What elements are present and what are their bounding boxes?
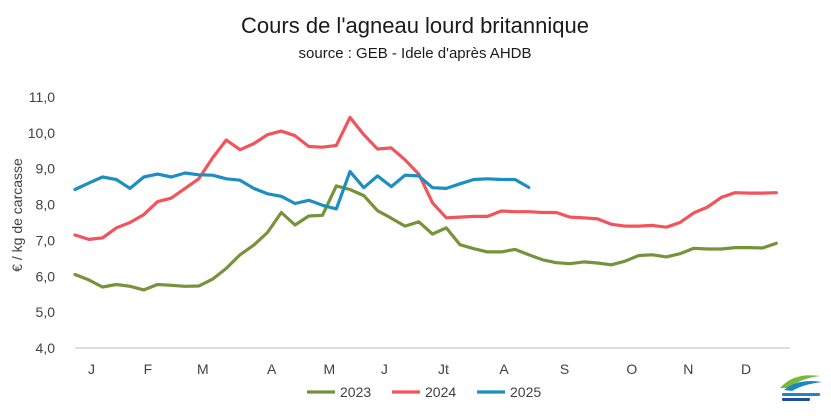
x-tick-label: J [381, 361, 388, 377]
series-lines [73, 115, 778, 292]
x-axis-ticks: J F M A M J Jt A S O N D [88, 361, 751, 377]
x-tick-label: N [683, 361, 693, 377]
x-tick-label: S [560, 361, 569, 377]
y-axis-ticks: 4,0 5,0 6,0 7,0 8,0 9,0 10,0 11,0 [28, 89, 55, 356]
legend-label-2023: 2023 [340, 384, 371, 400]
series-line-2023 [73, 184, 778, 292]
x-tick-label: Jt [438, 361, 449, 377]
x-tick-label: D [741, 361, 751, 377]
x-tick-label: M [197, 361, 209, 377]
x-tick-label: J [88, 361, 95, 377]
y-tick-label: 4,0 [36, 340, 56, 356]
legend-label-2025: 2025 [510, 384, 541, 400]
y-tick-label: 7,0 [36, 232, 56, 248]
y-axis-label: € / kg de carcasse [9, 158, 25, 272]
idele-logo [780, 375, 822, 401]
series-line-2024 [73, 115, 778, 241]
legend-label-2024: 2024 [425, 384, 456, 400]
x-tick-label: A [267, 361, 277, 377]
x-tick-label: M [324, 361, 336, 377]
y-tick-label: 9,0 [36, 161, 56, 177]
x-tick-label: O [626, 361, 637, 377]
y-tick-label: 6,0 [36, 268, 56, 284]
series-line-2025 [73, 170, 531, 211]
y-tick-label: 11,0 [29, 89, 55, 105]
legend: 2023 2024 2025 [307, 384, 541, 400]
x-tick-label: A [499, 361, 509, 377]
y-tick-label: 10,0 [28, 125, 55, 141]
y-tick-label: 5,0 [36, 304, 56, 320]
chart-title: Cours de l'agneau lourd britannique [241, 13, 589, 38]
x-tick-label: F [144, 361, 153, 377]
y-tick-label: 8,0 [36, 197, 56, 213]
chart-subtitle: source : GEB - Idele d'après AHDB [299, 45, 532, 62]
